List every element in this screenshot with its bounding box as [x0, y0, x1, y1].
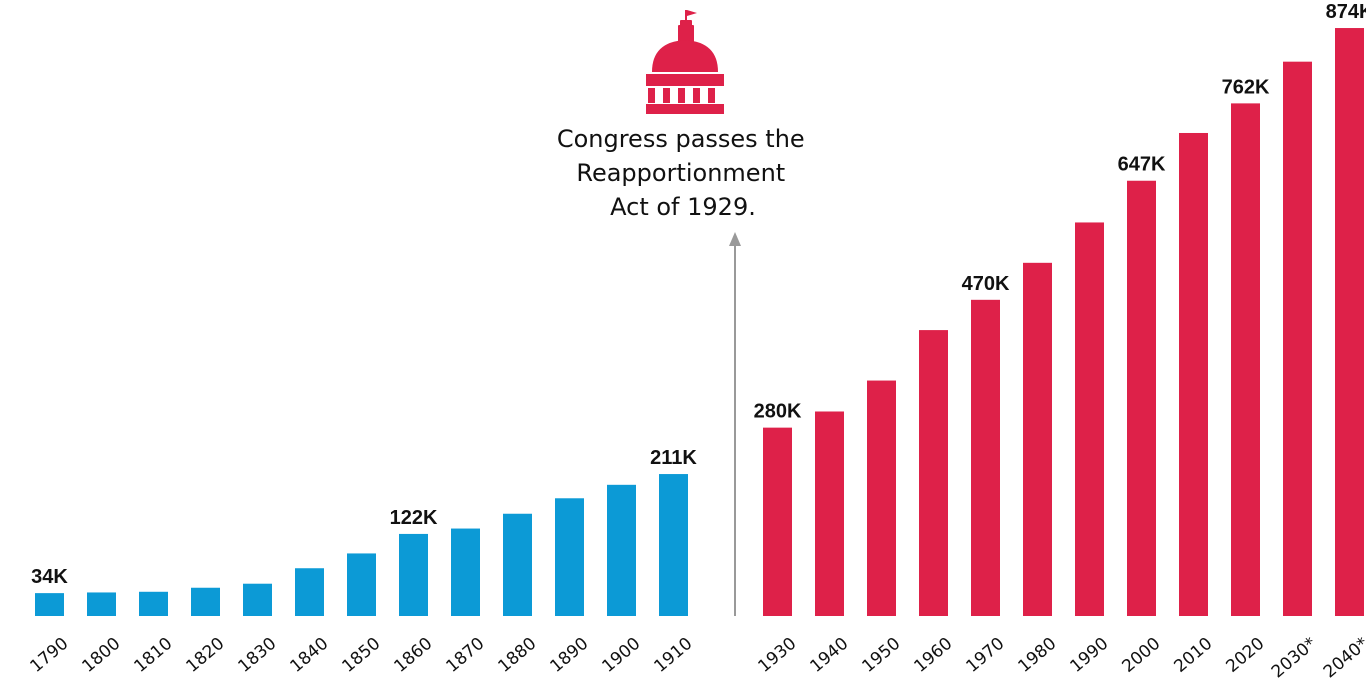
bar-1880	[503, 513, 532, 616]
x-tick-label-1960: 1960	[910, 634, 956, 677]
value-label-2020: 762K	[1222, 76, 1270, 98]
bar-1820	[191, 587, 220, 616]
x-tick-label-1910: 1910	[650, 634, 696, 677]
bar-1980	[1023, 262, 1052, 616]
x-tick-label-2040-projected: 2040*	[1320, 634, 1366, 683]
annotation-text: Congress passes the Reapportionment Act …	[557, 125, 809, 221]
bars-group	[35, 28, 1364, 617]
value-label-1930: 280K	[754, 401, 802, 423]
value-label-2000: 647K	[1118, 154, 1166, 176]
x-tick-label-1820: 1820	[182, 634, 228, 677]
x-tick-label-1940: 1940	[806, 634, 852, 677]
x-tick-label-1800: 1800	[78, 634, 124, 677]
value-label-2040-projected: 874K	[1326, 1, 1366, 23]
bar-1940	[815, 411, 844, 616]
annotation-arrow-head	[729, 232, 741, 246]
bar-1850	[347, 553, 376, 616]
x-tick-label-1870: 1870	[442, 634, 488, 677]
value-label-1790: 34K	[31, 566, 68, 588]
x-tick-label-1810: 1810	[130, 634, 176, 677]
x-tick-label-1850: 1850	[338, 634, 384, 677]
x-tick-label-2010: 2010	[1170, 634, 1216, 677]
bar-2030-projected	[1283, 61, 1312, 616]
x-tick-label-1900: 1900	[598, 634, 644, 677]
bar-1970	[971, 299, 1000, 616]
x-tick-label-1830: 1830	[234, 634, 280, 677]
bar-1870	[451, 528, 480, 616]
x-tick-label-1790: 1790	[26, 634, 72, 677]
annotation-line-3: Act of 1929.	[610, 193, 756, 221]
bar-1790	[35, 593, 64, 616]
bar-2040-projected	[1335, 28, 1364, 616]
bar-1990	[1075, 222, 1104, 617]
x-tick-labels-group: 1790 1800 1810 1820 1830 1840 1850 1860 1870 1880…	[26, 634, 1366, 683]
x-tick-label-1890: 1890	[546, 634, 592, 677]
bar-2020	[1231, 103, 1260, 616]
x-tick-label-1860: 1860	[390, 634, 436, 677]
bar-2000	[1127, 180, 1156, 616]
bar-1800	[87, 592, 116, 616]
bar-1890	[555, 498, 584, 616]
annotation-line-1: Congress passes the	[557, 125, 805, 153]
bar-1930	[763, 427, 792, 616]
x-tick-label-1970: 1970	[962, 634, 1008, 677]
annotation-arrow	[729, 232, 741, 616]
bar-1960	[919, 330, 948, 616]
value-label-1970: 470K	[962, 273, 1010, 295]
bar-1840	[295, 568, 324, 616]
bar-1810	[139, 591, 168, 616]
bar-2010	[1179, 132, 1208, 616]
x-tick-label-1840: 1840	[286, 634, 332, 677]
x-tick-label-1950: 1950	[858, 634, 904, 677]
x-tick-label-2030-projected: 2030*	[1268, 634, 1321, 683]
x-tick-label-1980: 1980	[1014, 634, 1060, 677]
x-tick-label-2000: 2000	[1118, 634, 1164, 677]
x-tick-label-1880: 1880	[494, 634, 540, 677]
value-label-1910: 211K	[650, 447, 697, 469]
bar-1830	[243, 583, 272, 616]
bar-1860	[399, 533, 428, 616]
x-tick-label-1930: 1930	[754, 634, 800, 677]
value-labels-group: 34K 122K 211K 280K 470K 647K 762K 874K	[31, 1, 1366, 588]
bar-1900	[607, 484, 636, 616]
value-label-1860: 122K	[390, 507, 438, 529]
annotation-line-2: Reapportionment	[576, 159, 785, 187]
capitol-building-icon	[646, 10, 724, 114]
bar-1950	[867, 380, 896, 616]
x-tick-label-2020: 2020	[1222, 634, 1268, 677]
bar-1910	[659, 474, 688, 616]
x-tick-label-1990: 1990	[1066, 634, 1112, 677]
